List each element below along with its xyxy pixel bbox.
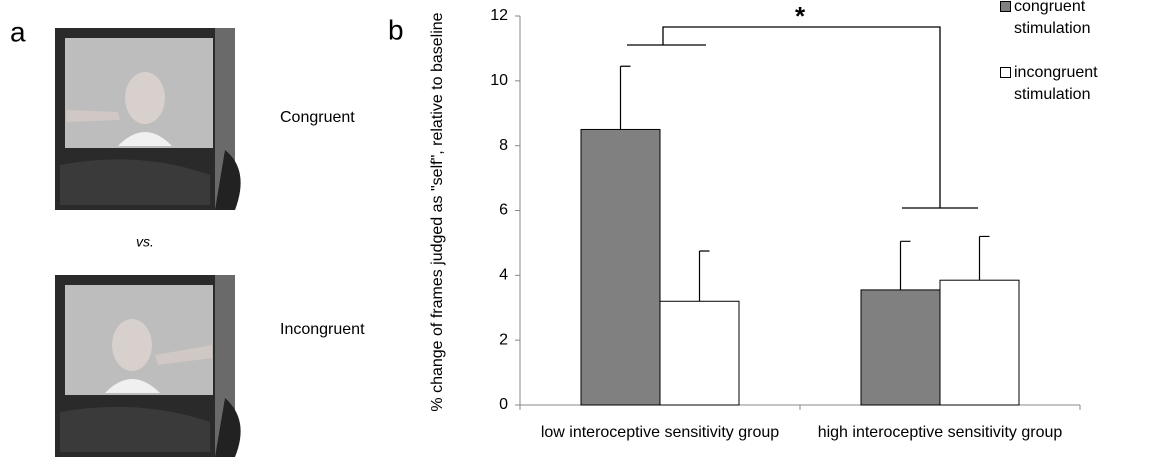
y-axis-label: % change of frames judged as "self", rel…	[429, 12, 446, 412]
error-bar	[899, 240, 911, 290]
panel-label: b	[388, 14, 404, 45]
significance-bracket	[627, 26, 978, 209]
photo	[55, 275, 241, 457]
y-tick-label: 10	[490, 72, 508, 89]
legend-label: incongruent stimulation	[1014, 64, 1098, 103]
legend-swatch	[1000, 67, 1011, 78]
legend-label: congruent stimulation	[1014, 0, 1091, 37]
legend-entry: incongruent stimulation	[1000, 62, 1167, 106]
y-tick-label: 12	[490, 7, 508, 24]
x-tick-label: high interoceptive sensitivity group	[817, 424, 1063, 441]
y-tick-label: 2	[499, 331, 508, 348]
legend-entry: congruent stimulation	[1000, 0, 1167, 40]
y-tick-label: 8	[499, 137, 508, 154]
legend-swatch	[1000, 1, 1011, 12]
photo	[55, 28, 241, 210]
error-bar	[619, 65, 631, 130]
versus-label: vs.	[136, 234, 154, 250]
bar	[939, 279, 1020, 406]
y-tick-label: 6	[499, 202, 508, 219]
bar	[860, 289, 941, 406]
y-tick-label: 4	[499, 267, 508, 284]
bar	[580, 128, 661, 406]
y-tick-label: 0	[499, 396, 508, 413]
error-bar	[978, 235, 990, 281]
bar	[659, 300, 740, 406]
condition-label: Incongruent	[280, 321, 365, 338]
panel-label: a	[10, 16, 26, 47]
x-tick-label: low interoceptive sensitivity group	[540, 424, 780, 441]
error-bar	[698, 250, 710, 302]
condition-label: Congruent	[280, 109, 355, 126]
significance-star: *	[795, 1, 806, 31]
